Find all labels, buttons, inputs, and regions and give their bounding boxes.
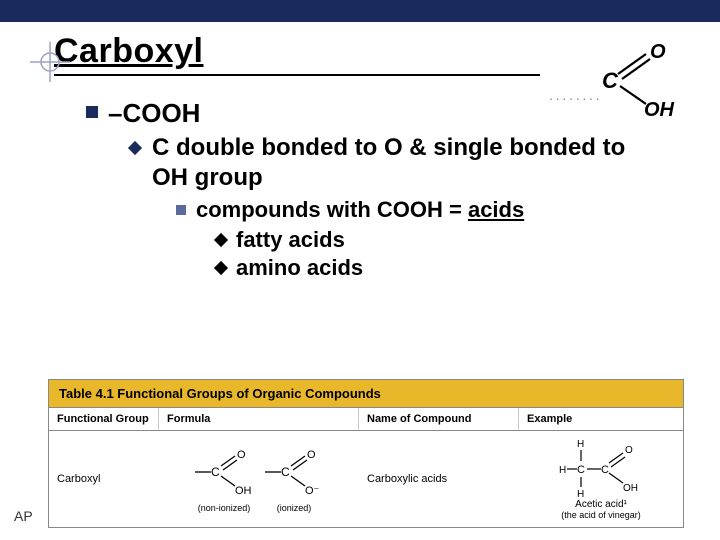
ap-label: AP xyxy=(14,508,33,524)
svg-text:OH: OH xyxy=(623,483,638,494)
acetic-acid-structure-icon: H H C H C O OH xyxy=(551,439,651,499)
svg-text:OH: OH xyxy=(644,99,675,120)
cell-group: Carboxyl xyxy=(49,431,159,527)
top-bar xyxy=(0,0,720,22)
svg-text:C: C xyxy=(211,465,220,479)
level4a-text: fatty acids xyxy=(236,227,345,253)
svg-text:OH: OH xyxy=(235,485,252,497)
bullet-level4a: fatty acids xyxy=(216,227,720,253)
level3-pre: compounds with COOH = xyxy=(196,197,468,222)
level3-underlined: acids xyxy=(468,197,524,222)
svg-text:H: H xyxy=(577,489,584,499)
ionized-structure-icon: C O O⁻ xyxy=(259,446,329,498)
title-underline xyxy=(54,74,540,76)
page-title: Carboxyl xyxy=(54,32,204,70)
cell-example: H H C H C O OH Acetic acid¹ (the acid of… xyxy=(519,431,683,527)
ionized-label: (ionized) xyxy=(259,503,329,513)
diamond-solid-bullet-icon xyxy=(214,261,228,275)
svg-text:O: O xyxy=(307,449,316,461)
header: Carboxyl ········ C O OH xyxy=(0,32,720,90)
cell-name: Carboxylic acids xyxy=(359,431,519,527)
formula-ionized: C O O⁻ (ionized) xyxy=(259,446,329,513)
svg-text:O: O xyxy=(237,449,246,461)
diamond-bullet-icon xyxy=(128,141,142,155)
content: –COOH C double bonded to O & single bond… xyxy=(86,98,720,281)
level3-text: compounds with COOH = acids xyxy=(196,197,524,223)
svg-text:H: H xyxy=(577,439,584,450)
svg-text:O: O xyxy=(625,445,633,456)
th-formula: Formula xyxy=(159,408,359,430)
level4b-text: amino acids xyxy=(236,255,363,281)
formula-nonionized: C O OH (non-ionized) xyxy=(189,446,259,513)
level2-text: C double bonded to O & single bonded to … xyxy=(152,133,652,193)
th-example: Example xyxy=(519,408,683,430)
crosshair-icon xyxy=(30,42,70,82)
svg-text:C: C xyxy=(281,465,290,479)
th-name: Name of Compound xyxy=(359,408,519,430)
example-sub: (the acid of vinegar) xyxy=(561,510,641,520)
svg-text:H: H xyxy=(559,465,566,476)
square-bullet-small-icon xyxy=(176,205,186,215)
svg-text:C: C xyxy=(602,68,619,93)
cell-formula: C O OH (non-ionized) C O O⁻ xyxy=(159,431,359,527)
th-functional-group: Functional Group xyxy=(49,408,159,430)
level1-text: –COOH xyxy=(108,98,200,129)
bullet-level2: C double bonded to O & single bonded to … xyxy=(130,133,720,193)
functional-groups-table: Table 4.1 Functional Groups of Organic C… xyxy=(48,379,684,528)
bullet-level3: compounds with COOH = acids xyxy=(176,197,720,223)
svg-text:O⁻: O⁻ xyxy=(305,485,320,497)
svg-text:C: C xyxy=(577,464,585,476)
square-bullet-icon xyxy=(86,106,98,118)
svg-text:C: C xyxy=(601,464,609,476)
nonionized-structure-icon: C O OH xyxy=(189,446,259,498)
carboxyl-structure-icon: C O OH xyxy=(590,42,680,120)
table-caption: Table 4.1 Functional Groups of Organic C… xyxy=(49,380,683,408)
table-row: Carboxyl C O OH (non-ionized) C xyxy=(49,431,683,527)
nonionized-label: (non-ionized) xyxy=(189,503,259,513)
bullet-level4b: amino acids xyxy=(216,255,720,281)
diamond-solid-bullet-icon xyxy=(214,233,228,247)
example-name: Acetic acid¹ xyxy=(575,499,627,510)
table-header-row: Functional Group Formula Name of Compoun… xyxy=(49,408,683,431)
svg-text:O: O xyxy=(650,42,666,63)
